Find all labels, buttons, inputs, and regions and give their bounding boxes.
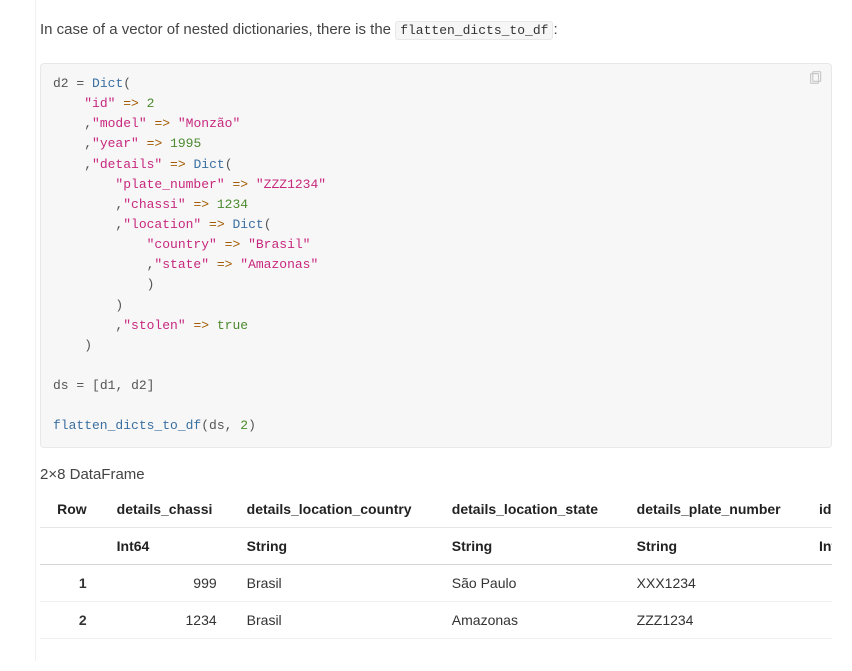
column-type: String [440,527,625,564]
column-type [40,527,105,564]
table-type-row: Int64StringStringStringInt64Stri [40,527,832,564]
table-cell: Brasil [235,601,440,638]
inline-code: flatten_dicts_to_df [395,21,553,40]
column-header: details_plate_number [625,491,807,528]
table-cell: XXX1234 [625,564,807,601]
intro-paragraph: In case of a vector of nested dictionari… [20,21,852,48]
outer-scrollbar[interactable] [40,645,832,661]
table-cell: São Paulo [440,564,625,601]
column-type: String [625,527,807,564]
intro-text-before: In case of a vector of nested dictionari… [40,21,395,38]
column-type: Int64 [105,527,235,564]
intro-text-after: : [553,21,557,38]
table-cell: 999 [105,564,235,601]
table-header-row: Rowdetails_chassidetails_location_countr… [40,491,832,528]
table-cell: 1 [40,564,105,601]
table-cell: 1 [807,564,832,601]
table-cell: 1234 [105,601,235,638]
code-block-container: d2 = Dict( "id" => 2 ,"model" => "Monzão… [40,63,832,448]
column-header: id [807,491,832,528]
column-header: details_location_state [440,491,625,528]
column-header: Row [40,491,105,528]
table-scroll-region[interactable]: Rowdetails_chassidetails_location_countr… [40,491,832,639]
table-row: 1999BrasilSão PauloXXX12341Ka [40,564,832,601]
table-cell: 2 [40,601,105,638]
code-block[interactable]: d2 = Dict( "id" => 2 ,"model" => "Monzão… [40,63,832,448]
column-type: Int64 [807,527,832,564]
table-cell: ZZZ1234 [625,601,807,638]
copy-icon[interactable] [808,71,822,85]
column-header: details_location_country [235,491,440,528]
dataframe-caption: 2×8 DataFrame [40,466,832,483]
table-row: 21234BrasilAmazonasZZZ12342Mo [40,601,832,638]
table-cell: Brasil [235,564,440,601]
column-header: details_chassi [105,491,235,528]
table-cell: Amazonas [440,601,625,638]
dataframe-table: Rowdetails_chassidetails_location_countr… [40,491,832,639]
left-gutter [20,0,36,661]
column-type: String [235,527,440,564]
table-cell: 2 [807,601,832,638]
code-content: d2 = Dict( "id" => 2 ,"model" => "Monzão… [53,76,326,433]
